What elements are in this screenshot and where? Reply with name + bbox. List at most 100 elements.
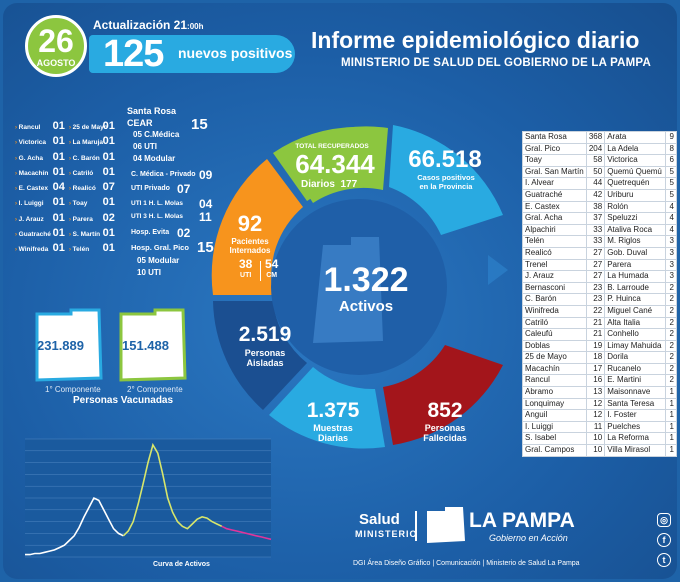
deceased-value: 852 xyxy=(427,399,463,422)
locality-row: › C. Barón 01 xyxy=(69,151,115,166)
table-cell-count: 27 xyxy=(585,258,606,272)
cmedica-row: 05 C.Médica xyxy=(133,130,179,139)
table-cell-count: 5 xyxy=(665,165,677,179)
ring-segment-hospitalized xyxy=(211,159,303,295)
table-cell-count: 2 xyxy=(665,304,677,318)
la-pampa-map-logo-icon xyxy=(427,507,465,543)
table-cell-locality: Doblas xyxy=(522,339,587,353)
twitter-icon[interactable]: t xyxy=(657,553,671,567)
table-cell-count: 5 xyxy=(665,188,677,202)
bullet-icon: › xyxy=(69,140,73,147)
table-cell-count: 12 xyxy=(585,397,606,411)
table-cell-count: 27 xyxy=(585,270,606,283)
ring-segment-isolated xyxy=(213,301,307,410)
table-row: Santa Rosa 368 Arata 9 xyxy=(522,131,677,144)
credits-text: DGI Área Diseño Gráfico | Comunicación |… xyxy=(353,560,580,567)
table-cell-locality: Rucanelo xyxy=(604,362,667,376)
localities-left-list: › Rancul 01 › Victorica 01 › G. Acha 01 › Maca… xyxy=(15,120,65,258)
table-cell-locality: Quemú Quemú xyxy=(604,165,667,179)
pico-uti-value: 10 xyxy=(137,268,146,277)
table-row: Doblas 19 Limay Mahuida 2 xyxy=(522,339,677,353)
update-time: Actualización 21:00h xyxy=(93,18,203,32)
bullet-icon: › xyxy=(69,247,73,254)
table-cell-locality: Victorica xyxy=(604,154,667,167)
evita-value: 02 xyxy=(177,226,191,240)
hospitalized-uti: 38 UTI xyxy=(239,258,252,281)
province-label-2: en la Provincia xyxy=(419,182,473,191)
table-cell-count: 1 xyxy=(665,397,677,411)
table-cell-count: 2 xyxy=(665,351,677,364)
bullet-icon: › xyxy=(69,170,73,177)
table-row: Caleufú 21 Conhello 2 xyxy=(522,328,677,341)
uti-row: 06 UTI xyxy=(133,142,157,151)
hospitalized-cm-value: 54 xyxy=(265,257,279,271)
table-cell-locality: Guatraché xyxy=(522,188,587,202)
deceased-label: Personas Fallecidas xyxy=(413,423,477,443)
facebook-icon[interactable]: f xyxy=(657,533,671,547)
table-cell-locality: Gob. Duval xyxy=(604,246,667,260)
update-label: Actualización 21 xyxy=(93,18,188,32)
divider xyxy=(260,261,261,281)
uti3-value: 11 xyxy=(199,210,212,224)
table-cell-locality: 25 de Mayo xyxy=(522,351,587,364)
bullet-icon: › xyxy=(15,170,19,177)
samples-label: Muestras Diarias xyxy=(301,423,365,443)
locality-value: 01 xyxy=(52,165,65,178)
chart-series-line xyxy=(25,496,124,556)
table-cell-count: 33 xyxy=(585,235,606,248)
table-cell-count: 21 xyxy=(585,316,606,330)
uti-label: UTI xyxy=(144,142,158,151)
table-cell-count: 17 xyxy=(585,362,606,376)
table-cell-count: 37 xyxy=(585,212,606,225)
hospitalized-cm-label: CM xyxy=(266,272,278,279)
locality-row: › E. Castex 04 xyxy=(15,181,65,196)
pico-uti-label: UTI xyxy=(148,268,162,277)
locality-row: › Macachín 01 xyxy=(15,166,65,181)
locality-name: Toay xyxy=(72,200,88,208)
province-map-icon xyxy=(313,237,383,343)
bullet-icon: › xyxy=(69,232,73,239)
locality-value: 01 xyxy=(52,227,65,240)
table-cell-locality: Gral. Campos xyxy=(522,444,587,457)
table-cell-locality: Realicó xyxy=(522,246,587,260)
locality-value: 01 xyxy=(52,150,65,163)
table-cell-count: 23 xyxy=(585,281,606,295)
gobierno-text: Gobierno en Acción xyxy=(489,533,568,543)
locality-row: › Victorica 01 xyxy=(15,135,65,150)
hospitalized-label-2: Internados xyxy=(229,246,271,255)
locality-name: C. Barón xyxy=(72,154,100,162)
bullet-icon: › xyxy=(15,140,19,147)
date-day: 26 xyxy=(38,23,74,59)
uti-value: 06 xyxy=(133,142,142,151)
table-cell-count: 2 xyxy=(665,328,677,341)
table-cell-locality: Gral. Pico xyxy=(522,142,587,156)
instagram-icon[interactable]: ◎ xyxy=(657,513,671,527)
table-cell-locality: La Reforma xyxy=(604,432,667,446)
table-cell-locality: E. Martini xyxy=(604,374,667,388)
table-cell-locality: Rolón xyxy=(604,200,667,214)
table-cell-count: 8 xyxy=(665,142,677,156)
deceased-label-2: Fallecidas xyxy=(423,433,467,443)
table-cell-locality: Conhello xyxy=(604,328,667,341)
locality-value: 01 xyxy=(52,120,65,132)
hospitalized-label-1: Pacientes xyxy=(231,237,269,246)
table-cell-locality: Macachín xyxy=(522,362,587,376)
table-cell-count: 3 xyxy=(665,258,677,272)
table-row: Trenel 27 Parera 3 xyxy=(522,258,677,272)
table-row: I. Luiggi 11 Puelches 1 xyxy=(522,420,677,434)
gral-pico-value: 15 xyxy=(197,239,214,256)
table-row: Catriló 21 Alta Italia 2 xyxy=(522,316,677,330)
uti3-label: UTI 3 H. L. Molas xyxy=(131,213,184,220)
table-cell-count: 4 xyxy=(665,223,677,237)
table-row: S. Isabel 10 La Reforma 1 xyxy=(522,432,677,446)
table-cell-count: 10 xyxy=(585,444,606,457)
table-cell-locality: Speluzzi xyxy=(604,212,667,225)
locality-name: Victorica xyxy=(18,139,47,147)
evita-label: Hosp. Evita xyxy=(131,229,170,236)
localities-mid-list: › 25 de Mayo01 › La Maruja01 › C. Barón 01 ›… xyxy=(69,120,115,258)
table-cell-count: 2 xyxy=(665,362,677,376)
hospitalized-cm: 54 CM xyxy=(265,257,279,281)
bullet-icon: › xyxy=(15,186,19,193)
locality-value: 01 xyxy=(102,150,115,163)
locality-value: 01 xyxy=(102,135,115,148)
